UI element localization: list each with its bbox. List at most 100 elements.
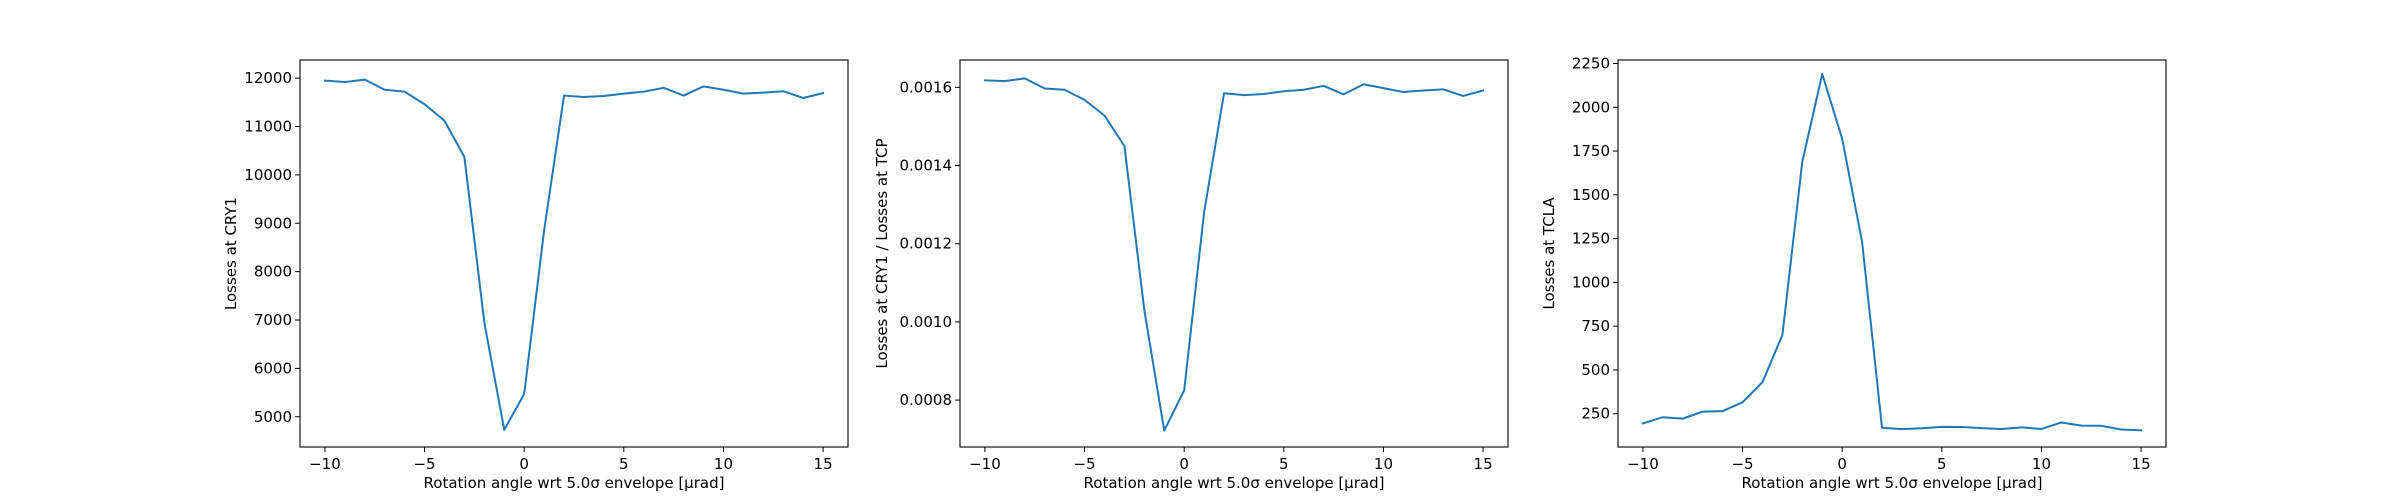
data-point	[1761, 381, 1764, 384]
data-point	[1402, 91, 1405, 93]
data-point	[1881, 426, 1883, 429]
y-tick-label: 8000	[254, 263, 292, 281]
data-point	[2100, 425, 2103, 427]
data-point	[702, 85, 705, 88]
y-axis-label: Losses at CRY1	[222, 197, 240, 310]
x-tick-label: 0	[1837, 455, 1847, 473]
data-point	[503, 429, 506, 431]
chart-panel-3: −10 −5 0 5 10 15 250 500 750 1000 1250 1500 1750 2000…	[1540, 55, 2167, 492]
data-point	[483, 321, 486, 324]
data-point	[623, 92, 625, 95]
y-tick-label: 750	[1581, 317, 1610, 335]
data-point	[1721, 410, 1724, 412]
data-point	[603, 95, 605, 97]
data-point	[1841, 138, 1843, 140]
data-point	[1103, 114, 1106, 117]
data-point	[1482, 89, 1484, 92]
x-tick-label: 5	[1279, 455, 1289, 473]
x-tick-label: −10	[1627, 455, 1659, 473]
x-tick-label: 15	[2132, 455, 2151, 473]
x-axis-label: Rotation angle wrt 5.0σ envelope [μrad]	[1084, 474, 1385, 492]
x-axis-label: Rotation angle wrt 5.0σ envelope [μrad]	[424, 474, 725, 492]
y-tick-label: 0.0008	[900, 391, 953, 409]
y-tick-label: 250	[1581, 405, 1610, 423]
y-tick-label: 6000	[254, 359, 292, 377]
data-point	[1941, 426, 1943, 428]
series-line	[1641, 73, 2143, 432]
x-tick-label: 10	[2032, 455, 2051, 473]
data-point	[1921, 427, 1923, 430]
data-point	[1741, 401, 1744, 404]
x-tick-label: −5	[1073, 455, 1095, 473]
y-axis-label: Losses at TCLA	[1540, 197, 1558, 310]
data-point	[1681, 417, 1684, 420]
data-point	[383, 88, 386, 91]
x-tick-label: −10	[969, 455, 1001, 473]
data-point	[2120, 428, 2122, 431]
x-tick-label: 15	[1474, 455, 1493, 473]
x-axis-label: Rotation angle wrt 5.0σ envelope [μrad]	[1742, 474, 2043, 492]
data-point	[1183, 389, 1185, 392]
data-point	[443, 119, 446, 122]
data-point	[2060, 421, 2063, 424]
data-point	[324, 79, 326, 82]
data-point	[1342, 93, 1345, 96]
y-tick-label: 500	[1581, 361, 1610, 379]
y-tick-label: 0.0010	[900, 313, 953, 331]
data-point	[1442, 88, 1445, 91]
y-tick-label: 1500	[1572, 186, 1610, 204]
x-tick-label: 10	[1374, 455, 1393, 473]
data-point	[2140, 429, 2142, 432]
data-point	[1382, 87, 1385, 89]
data-point	[403, 90, 406, 93]
y-tick-label: 10000	[244, 166, 292, 184]
data-point	[1662, 416, 1664, 419]
data-point	[1203, 211, 1205, 214]
data-point	[642, 90, 645, 93]
data-point	[662, 87, 665, 89]
data-point	[1901, 428, 1903, 430]
axes-frame	[959, 59, 1509, 448]
x-tick-label: 10	[714, 455, 733, 473]
data-point	[1821, 73, 1824, 75]
x-tick-label: −5	[413, 455, 435, 473]
y-tick-label: 1250	[1572, 230, 1610, 248]
data-point	[1980, 427, 1983, 429]
data-point	[523, 393, 525, 395]
data-point	[1283, 90, 1285, 93]
data-point	[1063, 88, 1066, 91]
data-point	[1302, 88, 1305, 91]
data-point	[822, 92, 824, 94]
y-tick-label: 9000	[254, 214, 292, 232]
data-point	[1781, 334, 1784, 336]
data-point	[762, 91, 765, 94]
axes-frame	[299, 59, 849, 448]
x-tick-label: −10	[309, 455, 341, 473]
x-tick-label: 5	[619, 455, 629, 473]
data-point	[2080, 424, 2083, 427]
data-point	[1123, 145, 1126, 147]
data-point	[583, 96, 585, 98]
data-point	[423, 103, 426, 106]
y-tick-label: 2250	[1572, 55, 1610, 73]
data-point	[1023, 77, 1026, 80]
chart-panel-2: −10 −5 0 5 10 15 0.0008 0.0010 0.0012 0.0014 0.001…	[873, 59, 1509, 492]
data-point	[1642, 422, 1644, 425]
y-tick-label: 2000	[1572, 98, 1610, 116]
data-point	[984, 79, 986, 82]
data-point	[1801, 160, 1804, 163]
data-point	[1243, 94, 1245, 96]
data-point	[1422, 89, 1425, 92]
data-point	[1263, 93, 1265, 95]
y-tick-label: 0.0014	[900, 157, 953, 175]
data-point	[2040, 428, 2043, 430]
y-axis-label: Losses at CRY1 / Losses at TCP	[873, 138, 891, 368]
data-point	[1960, 426, 1963, 428]
x-tick-label: 0	[519, 455, 529, 473]
y-tick-label: 1750	[1572, 142, 1610, 160]
data-point	[1462, 95, 1464, 97]
data-point	[1701, 410, 1704, 413]
data-point	[1004, 80, 1006, 82]
data-point	[1223, 92, 1225, 95]
